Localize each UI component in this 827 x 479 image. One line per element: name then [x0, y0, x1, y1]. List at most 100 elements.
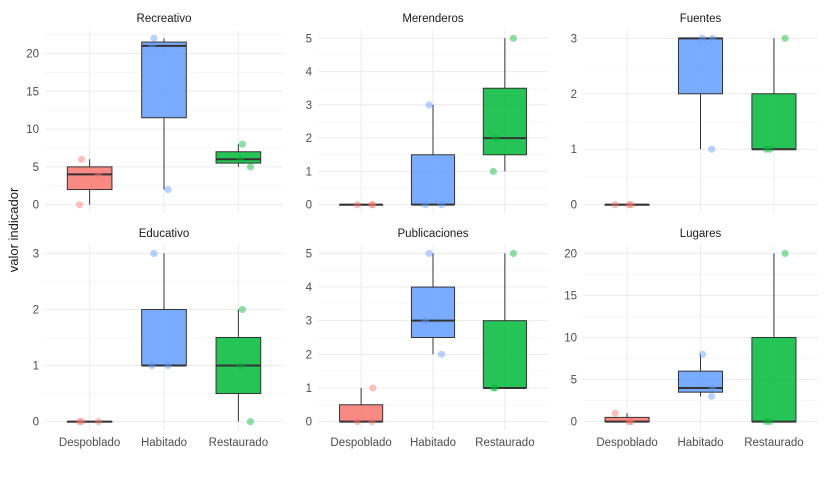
y-tick-label: 1 — [33, 361, 39, 373]
data-point — [150, 34, 158, 42]
y-tick-label: 15 — [564, 290, 577, 302]
data-point — [708, 145, 716, 153]
data-point — [368, 417, 376, 426]
x-tick-label: Restaurado — [744, 437, 803, 449]
data-point — [75, 417, 84, 426]
y-tick-label: 3 — [306, 316, 312, 328]
box-restaurado — [751, 93, 797, 150]
data-point — [421, 201, 429, 209]
data-point — [509, 249, 518, 258]
data-point — [489, 167, 497, 176]
data-point — [94, 417, 103, 426]
y-tick-label: 20 — [26, 48, 39, 60]
data-point — [611, 201, 619, 209]
data-point — [246, 163, 255, 171]
facet-title: Publicaciones — [398, 228, 469, 240]
data-point — [164, 361, 172, 370]
data-point — [368, 201, 376, 209]
y-tick-label: 4 — [306, 67, 313, 79]
data-point — [236, 155, 244, 163]
data-point — [425, 249, 433, 258]
box-restaurado — [215, 151, 262, 164]
data-point — [150, 249, 158, 258]
y-tick-label: 2 — [306, 133, 312, 145]
box-restaurado — [482, 87, 527, 156]
y-tick-label: 0 — [306, 200, 312, 212]
y-tick-label: 20 — [564, 248, 577, 260]
data-point — [238, 140, 246, 148]
data-point — [421, 317, 429, 325]
data-point — [369, 201, 377, 209]
data-point — [708, 384, 716, 392]
data-point — [164, 185, 172, 194]
data-point — [698, 350, 707, 358]
facet-title: Lugares — [680, 228, 722, 240]
y-tick-label: 3 — [306, 100, 312, 112]
y-tick-label: 10 — [26, 124, 39, 136]
facet-title: Educativo — [139, 228, 190, 240]
x-tick-label: Habitado — [141, 437, 187, 449]
y-tick-label: 2 — [571, 89, 577, 101]
y-tick-label: 2 — [306, 349, 312, 361]
y-tick-label: 3 — [33, 248, 39, 260]
y-tick-label: 5 — [33, 162, 39, 174]
y-tick-label: 0 — [33, 417, 39, 429]
x-tick-label: Restaurado — [475, 437, 534, 449]
x-tick-label: Habitado — [410, 437, 456, 449]
box-habitado — [410, 286, 456, 338]
y-tick-label: 0 — [306, 417, 312, 429]
data-point — [781, 249, 789, 258]
data-point — [766, 145, 774, 153]
y-tick-label: 5 — [306, 33, 312, 45]
data-point — [353, 417, 361, 426]
data-point — [77, 155, 86, 163]
facet-title: Fuentes — [680, 13, 722, 25]
box-habitado — [141, 41, 187, 119]
y-tick-label: 1 — [306, 166, 312, 178]
y-axis-label: valor indicador — [6, 187, 21, 272]
data-point — [238, 305, 246, 314]
box-habitado — [677, 370, 724, 393]
data-point — [94, 170, 103, 179]
data-point — [425, 101, 433, 109]
data-point — [627, 201, 635, 209]
box-despoblado — [339, 404, 384, 423]
y-tick-label: 2 — [33, 304, 39, 316]
box-despoblado — [66, 166, 113, 191]
y-tick-label: 10 — [564, 333, 577, 345]
x-tick-label: Despoblado — [330, 437, 391, 449]
box-habitado — [677, 37, 724, 95]
y-tick-label: 0 — [571, 417, 577, 429]
data-point — [148, 361, 156, 370]
y-tick-label: 5 — [306, 248, 312, 260]
data-point — [627, 417, 635, 426]
y-tick-label: 1 — [571, 144, 577, 156]
data-point — [762, 145, 770, 153]
data-point — [491, 384, 499, 392]
data-point — [437, 201, 446, 209]
y-tick-label: 1 — [306, 383, 312, 395]
y-tick-label: 0 — [33, 200, 39, 212]
y-tick-label: 3 — [571, 33, 577, 45]
data-point — [77, 417, 86, 426]
box-habitado — [141, 308, 187, 367]
data-point — [491, 134, 499, 142]
data-point — [369, 384, 377, 392]
data-point — [75, 201, 84, 209]
data-point — [509, 34, 518, 42]
x-tick-label: Restaurado — [209, 437, 268, 449]
data-point — [611, 409, 619, 417]
y-tick-label: 4 — [306, 282, 313, 294]
y-tick-label: 15 — [26, 86, 39, 98]
data-point — [625, 417, 633, 426]
data-point — [625, 201, 633, 209]
data-point — [762, 417, 770, 426]
facet-title: Recreativo — [137, 13, 192, 25]
data-point — [246, 417, 255, 426]
data-point — [148, 42, 156, 50]
y-tick-label: 5 — [571, 375, 577, 387]
data-point — [708, 34, 716, 42]
box-restaurado — [751, 337, 797, 423]
data-point — [353, 201, 361, 209]
